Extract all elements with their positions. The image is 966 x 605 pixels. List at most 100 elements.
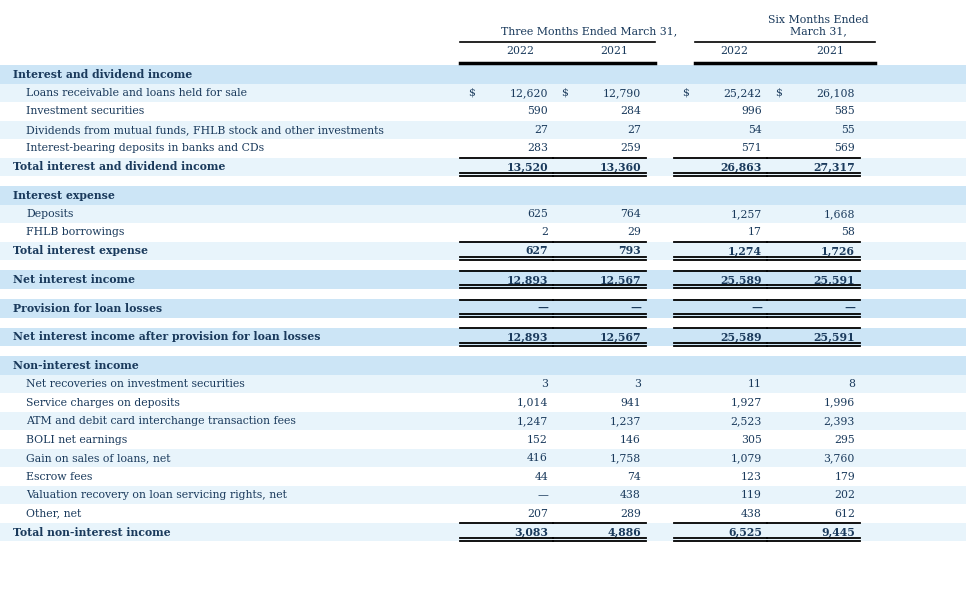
Text: Dividends from mutual funds, FHLB stock and other investments: Dividends from mutual funds, FHLB stock … xyxy=(26,125,384,135)
Text: 585: 585 xyxy=(835,106,855,116)
Text: —: — xyxy=(537,490,548,500)
Text: Investment securities: Investment securities xyxy=(26,106,144,116)
Text: Six Months Ended
March 31,: Six Months Ended March 31, xyxy=(768,15,868,36)
Text: Total interest expense: Total interest expense xyxy=(13,246,148,257)
Text: 202: 202 xyxy=(834,490,855,500)
Text: 1,927: 1,927 xyxy=(730,397,762,408)
Text: 146: 146 xyxy=(620,434,641,445)
Bar xyxy=(0,120,966,139)
Text: 12,893: 12,893 xyxy=(506,332,548,342)
Text: Valuation recovery on loan servicing rights, net: Valuation recovery on loan servicing rig… xyxy=(26,490,287,500)
Text: 207: 207 xyxy=(527,509,548,518)
Bar xyxy=(0,83,966,102)
Text: 2,393: 2,393 xyxy=(824,416,855,426)
Text: 2021: 2021 xyxy=(600,46,628,56)
Text: 25,589: 25,589 xyxy=(721,274,762,285)
Text: 793: 793 xyxy=(618,246,641,257)
Bar xyxy=(0,375,966,393)
Text: 283: 283 xyxy=(527,143,548,153)
Text: 25,242: 25,242 xyxy=(724,88,762,98)
Text: 12,790: 12,790 xyxy=(603,88,641,98)
Text: 284: 284 xyxy=(620,106,641,116)
Bar xyxy=(0,299,966,318)
Text: 54: 54 xyxy=(749,125,762,135)
Text: 8: 8 xyxy=(848,379,855,389)
Text: 25,591: 25,591 xyxy=(813,332,855,342)
Text: $: $ xyxy=(468,88,475,98)
Text: Deposits: Deposits xyxy=(26,209,73,219)
Text: 12,567: 12,567 xyxy=(599,274,641,285)
Text: Loans receivable and loans held for sale: Loans receivable and loans held for sale xyxy=(26,88,247,98)
Bar xyxy=(0,505,966,523)
Text: 29: 29 xyxy=(627,227,641,237)
Text: Interest-bearing deposits in banks and CDs: Interest-bearing deposits in banks and C… xyxy=(26,143,264,153)
Text: 612: 612 xyxy=(834,509,855,518)
Text: 2022: 2022 xyxy=(506,46,534,56)
Bar xyxy=(0,393,966,412)
Bar xyxy=(0,270,966,289)
Bar xyxy=(0,139,966,157)
Text: 438: 438 xyxy=(620,490,641,500)
Text: Non-interest income: Non-interest income xyxy=(13,360,139,371)
Text: 1,237: 1,237 xyxy=(610,416,641,426)
Text: Net interest income: Net interest income xyxy=(13,274,135,285)
Text: 1,014: 1,014 xyxy=(517,397,548,408)
Text: 17: 17 xyxy=(748,227,762,237)
Bar xyxy=(0,356,966,375)
Text: 152: 152 xyxy=(527,434,548,445)
Text: 9,445: 9,445 xyxy=(821,526,855,538)
Text: Net recoveries on investment securities: Net recoveries on investment securities xyxy=(26,379,244,389)
Text: 55: 55 xyxy=(841,125,855,135)
Text: 27,317: 27,317 xyxy=(813,162,855,172)
Text: Gain on sales of loans, net: Gain on sales of loans, net xyxy=(26,453,171,463)
Text: 119: 119 xyxy=(741,490,762,500)
Bar xyxy=(0,65,966,83)
Text: 1,668: 1,668 xyxy=(823,209,855,219)
Bar xyxy=(0,102,966,120)
Text: Total interest and dividend income: Total interest and dividend income xyxy=(13,162,225,172)
Text: 179: 179 xyxy=(835,472,855,482)
Text: 2,523: 2,523 xyxy=(730,416,762,426)
Text: $: $ xyxy=(561,88,568,98)
Text: 12,567: 12,567 xyxy=(599,332,641,342)
Text: Total non-interest income: Total non-interest income xyxy=(13,526,171,538)
Text: BOLI net earnings: BOLI net earnings xyxy=(26,434,128,445)
Text: 27: 27 xyxy=(627,125,641,135)
Text: 3: 3 xyxy=(541,379,548,389)
Text: —: — xyxy=(844,302,855,314)
Text: 13,520: 13,520 xyxy=(506,162,548,172)
Text: 2: 2 xyxy=(541,227,548,237)
Text: 2021: 2021 xyxy=(816,46,844,56)
Text: 1,079: 1,079 xyxy=(730,453,762,463)
Text: $: $ xyxy=(775,88,781,98)
Text: 3: 3 xyxy=(634,379,641,389)
Text: 6,525: 6,525 xyxy=(728,526,762,538)
Text: 1,247: 1,247 xyxy=(517,416,548,426)
Text: 3,760: 3,760 xyxy=(824,453,855,463)
Text: 438: 438 xyxy=(741,509,762,518)
Text: 3,083: 3,083 xyxy=(514,526,548,538)
Text: $: $ xyxy=(682,88,689,98)
Text: 26,108: 26,108 xyxy=(816,88,855,98)
Text: 25,589: 25,589 xyxy=(721,332,762,342)
Text: Interest and dividend income: Interest and dividend income xyxy=(13,69,192,80)
Bar xyxy=(0,430,966,449)
Bar xyxy=(0,328,966,346)
Text: 58: 58 xyxy=(841,227,855,237)
Text: 44: 44 xyxy=(534,472,548,482)
Bar xyxy=(0,204,966,223)
Text: 259: 259 xyxy=(620,143,641,153)
Text: 569: 569 xyxy=(835,143,855,153)
Bar xyxy=(0,186,966,204)
Text: FHLB borrowings: FHLB borrowings xyxy=(26,227,125,237)
Text: Interest expense: Interest expense xyxy=(13,190,115,201)
Text: 2022: 2022 xyxy=(720,46,748,56)
Text: —: — xyxy=(630,302,641,314)
Text: 1,996: 1,996 xyxy=(824,397,855,408)
Text: 25,591: 25,591 xyxy=(813,274,855,285)
Text: 13,360: 13,360 xyxy=(599,162,641,172)
Bar xyxy=(0,157,966,176)
Text: 996: 996 xyxy=(741,106,762,116)
Text: 12,893: 12,893 xyxy=(506,274,548,285)
Text: 1,257: 1,257 xyxy=(730,209,762,219)
